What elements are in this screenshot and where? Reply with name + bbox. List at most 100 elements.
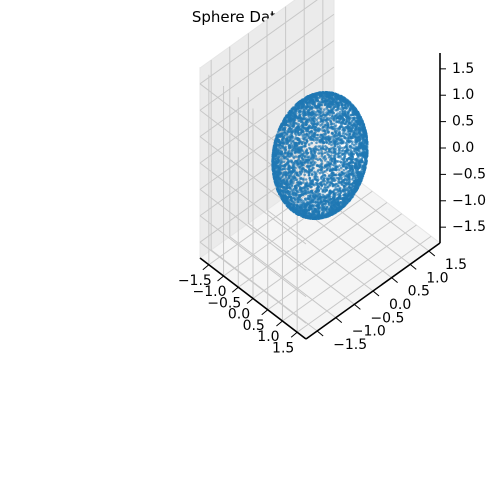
scatter-point [334, 199, 338, 202]
scatter-point [322, 110, 325, 114]
scatter-point [347, 163, 351, 167]
scatter-point [323, 151, 327, 155]
scatter-point [350, 172, 354, 176]
scatter-point [294, 184, 298, 187]
scatter-point [345, 200, 349, 203]
scatter-point [335, 139, 339, 142]
scatter-point [298, 117, 302, 120]
scatter-point [313, 198, 316, 202]
scatter-point [298, 154, 301, 158]
scatter-point [297, 157, 301, 161]
scatter-point [323, 103, 327, 107]
scatter-point [279, 140, 283, 144]
scatter-point [331, 114, 334, 118]
scatter-point [359, 135, 362, 138]
scatter-point [358, 150, 361, 153]
scatter-point [318, 114, 322, 118]
scatter-point [280, 145, 284, 148]
scatter-point [284, 140, 288, 143]
scatter-point [310, 182, 314, 185]
scatter-point [313, 101, 317, 105]
scatter-point [357, 144, 361, 148]
scatter-point [340, 105, 344, 109]
scatter-point [301, 214, 304, 218]
scatter-point [305, 122, 309, 126]
scatter-point [299, 204, 302, 208]
scatter-point [344, 189, 348, 192]
scatter-point [357, 177, 360, 181]
scatter-point [343, 111, 347, 115]
scatter-point [351, 190, 354, 193]
scatter-point [356, 116, 359, 119]
scatter-point [341, 199, 345, 202]
scatter-point [282, 195, 286, 198]
scatter-point [331, 112, 334, 115]
scatter-point [362, 122, 365, 126]
scatter-point [325, 208, 329, 211]
scatter-point [317, 100, 321, 104]
scatter-point [309, 161, 312, 164]
scatter-point [332, 201, 336, 205]
scatter-point [287, 171, 291, 174]
scatter-point [323, 108, 326, 111]
scatter-point [347, 121, 351, 124]
scatter-point [337, 184, 340, 188]
scatter-point [312, 147, 315, 151]
scatter-point [290, 135, 294, 138]
scatter-point [302, 104, 306, 107]
scatter-point [305, 153, 309, 156]
scatter-point [337, 173, 341, 177]
scatter-point [353, 135, 357, 139]
scatter-point [340, 146, 344, 150]
scatter-point [323, 190, 327, 194]
scatter-point [327, 117, 331, 120]
scatter-point [313, 204, 316, 207]
scatter-point [310, 122, 314, 125]
scatter-point [307, 105, 311, 109]
scatter-point [326, 185, 329, 189]
scatter-point [315, 163, 319, 167]
scatter-point [324, 145, 327, 148]
scatter-point [321, 195, 324, 199]
scatter-point [356, 154, 360, 157]
scatter-point [283, 119, 287, 122]
scatter-point [271, 162, 275, 165]
scatter-point [303, 161, 307, 164]
scatter-point [342, 169, 346, 172]
scatter-point [330, 159, 334, 162]
scatter-point [340, 172, 344, 175]
scatter-point [294, 187, 298, 190]
scatter-point [336, 120, 339, 123]
scatter-point [300, 117, 304, 120]
scatter-point [335, 173, 338, 177]
grid-line [296, 235, 432, 333]
scatter-point [322, 125, 326, 129]
scatter-point [329, 162, 333, 165]
scatter-point [337, 147, 341, 151]
scatter-point [290, 184, 294, 188]
scatter-point [309, 185, 313, 189]
scatter-point [288, 137, 292, 141]
scatter-point [324, 101, 328, 105]
scatter-point [300, 190, 304, 193]
scatter-point [326, 122, 330, 125]
scatter-point [284, 123, 287, 127]
scatter-point [352, 132, 355, 135]
scatter-point [301, 125, 305, 128]
scatter-point [362, 134, 366, 138]
scatter-point [326, 214, 330, 218]
scatter-point [318, 128, 321, 132]
scatter-point [285, 142, 289, 146]
scatter-point [364, 135, 368, 138]
scatter-point [327, 130, 330, 133]
scatter-point [307, 202, 310, 206]
scatter-point [316, 170, 320, 173]
scatter-point [358, 163, 362, 167]
scatter-point [334, 204, 337, 208]
scatter-point [340, 149, 344, 153]
scatter-point [311, 97, 315, 100]
scatter-point [312, 178, 315, 181]
scatter-point [362, 165, 365, 169]
scatter-point [329, 181, 333, 185]
scatter-point [289, 120, 293, 124]
